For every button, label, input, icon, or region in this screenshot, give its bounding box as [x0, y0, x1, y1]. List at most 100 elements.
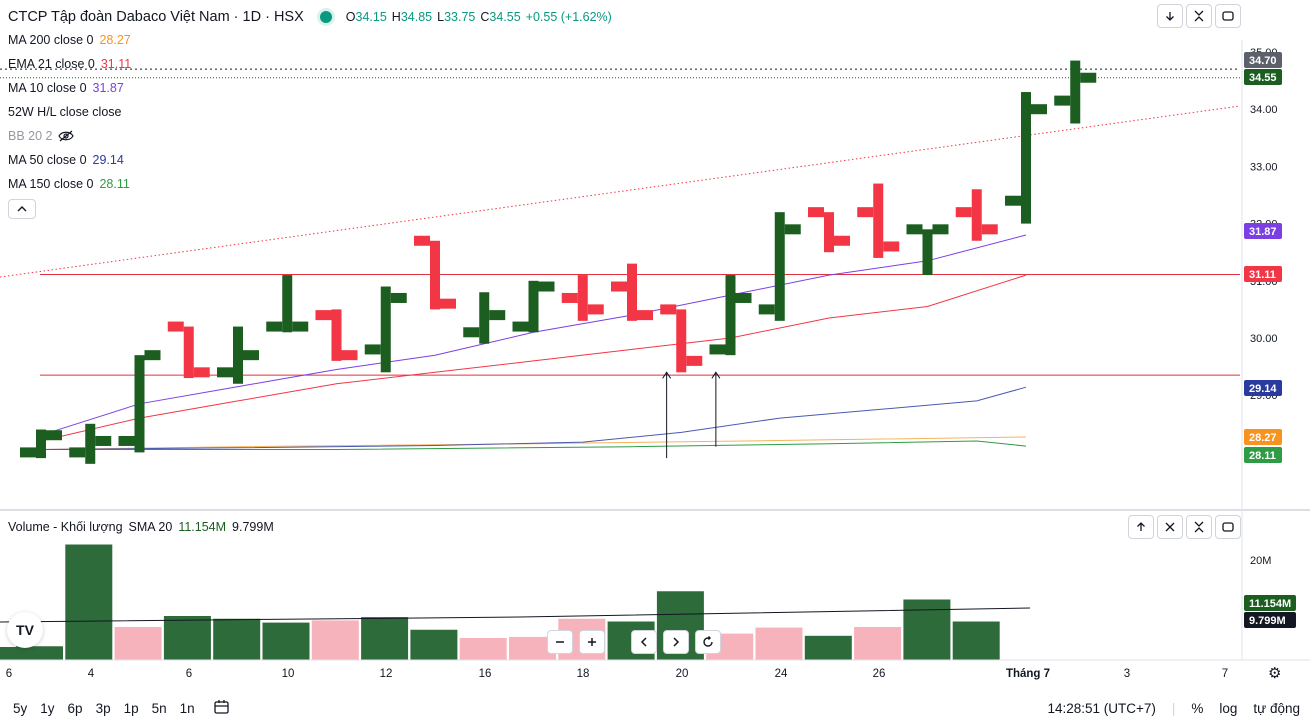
price-tag-label: 28.27 [1249, 432, 1277, 444]
ohlc-bar-close [981, 224, 998, 235]
ohlc-bar-range [577, 275, 588, 321]
annotation-arrow [711, 371, 721, 447]
indicator-52w-hl[interactable]: 52W H/L close close [8, 105, 122, 119]
plus-icon [588, 638, 596, 646]
ohlc-bar [414, 235, 456, 310]
time-tick-label: 6 [6, 668, 12, 680]
ohlc-bar-close [834, 235, 850, 246]
collapse-volume-pane-button[interactable] [1186, 515, 1212, 539]
maximize-volume-pane-button[interactable] [1215, 515, 1241, 539]
move-down-button[interactable] [1157, 4, 1183, 28]
log-scale-toggle[interactable]: log [1219, 700, 1238, 716]
range-1y[interactable]: 1y [40, 700, 55, 716]
ohlc-change: +0.55 (+1.62%) [525, 10, 612, 24]
ohlc-bar-range [183, 326, 194, 379]
time-tick-label: 12 [380, 668, 393, 680]
ohlc-bar-open [364, 344, 381, 355]
ohlc-bar-range [528, 280, 539, 333]
ohlc-bar [315, 309, 358, 361]
ohlc-bar-open [167, 321, 184, 332]
chart-header: CTCP Tập đoàn Dabaco Việt Nam · 1D · HSX… [8, 7, 612, 27]
volume-bar [361, 617, 409, 660]
percent-scale-toggle[interactable]: % [1191, 700, 1204, 716]
scroll-left-button[interactable] [631, 630, 657, 654]
scroll-right-button[interactable] [663, 630, 689, 654]
trend-line [0, 105, 1241, 278]
volume-bar [509, 636, 556, 660]
ohlc-bar-open [217, 367, 233, 378]
volume-tick-label: 20M [1250, 555, 1271, 567]
ohlc-bar [167, 321, 210, 379]
settings-gear-icon[interactable]: ⚙ [1268, 665, 1282, 682]
ohlc-bar-close [538, 281, 555, 292]
collapse-pane-button[interactable] [1186, 4, 1212, 28]
ohlc-bar [512, 280, 555, 333]
minus-icon [556, 641, 564, 643]
volume-bar [262, 622, 310, 660]
indicator-ma50[interactable]: MA 50 close 0 29.14 [8, 153, 124, 167]
calendar-goto-icon[interactable] [213, 698, 231, 719]
time-tick-label: 24 [775, 668, 788, 680]
range-5y[interactable]: 5y [13, 700, 28, 716]
zoom-in-button[interactable] [579, 630, 605, 654]
range-3m[interactable]: 3p [95, 700, 111, 716]
volume-value-2: 9.799M [232, 520, 274, 534]
indicator-value: 28.11 [99, 177, 130, 191]
time-tick-label: 20 [676, 668, 689, 680]
indicator-ema21[interactable]: EMA 21 close 0 31.11 [8, 57, 132, 71]
indicator-value: 29.14 [92, 153, 124, 167]
time-tick-label: 7 [1222, 668, 1228, 680]
ohlc-bar-close [193, 367, 210, 378]
ohlc-bar-range [676, 309, 687, 373]
range-1d[interactable]: 1n [179, 700, 195, 716]
clock-timezone[interactable]: 14:28:51 (UTC+7) [1047, 700, 1156, 716]
indicator-ma150[interactable]: MA 150 close 0 28.11 [8, 177, 130, 191]
volume-legend[interactable]: Volume - Khối lượng SMA 20 11.154M 9.799… [8, 518, 274, 536]
volume-bar [163, 616, 211, 660]
ohlc-bar-range [824, 212, 834, 253]
price-tag-label: 34.70 [1249, 55, 1277, 67]
volume-sma-line [0, 607, 1031, 623]
close-icon [1165, 522, 1175, 532]
range-1m[interactable]: 1p [123, 700, 139, 716]
range-5d[interactable]: 5n [151, 700, 167, 716]
ohlc-bar-range [1070, 60, 1081, 124]
indicator-ma200[interactable]: MA 200 close 0 28.27 [8, 33, 131, 47]
time-tick-label: 16 [479, 668, 492, 680]
eye-hidden-icon[interactable] [58, 130, 75, 142]
zoom-out-button[interactable] [547, 630, 573, 654]
ohlc-open: O34.15 [345, 10, 387, 24]
ohlc-bar-open [20, 447, 36, 458]
price-tag-bg [1244, 380, 1282, 396]
ohlc-bar-range [1021, 92, 1031, 224]
ohlc-bar-close [46, 430, 62, 441]
ohlc-bar-range [922, 229, 933, 276]
auto-scale-toggle[interactable]: tự động [1253, 700, 1300, 716]
ohlc-bar-range [627, 263, 637, 321]
volume-tag: 11.154M [1244, 595, 1296, 611]
tradingview-logo[interactable]: TV [7, 612, 43, 648]
ohlc-bar-open [906, 224, 923, 235]
ohlc-bar-open [69, 447, 86, 458]
ohlc-bar-range [36, 429, 46, 459]
ohlc-bar-close [735, 292, 752, 303]
volume-tag: 9.799M [1244, 612, 1296, 628]
price-tag: 31.11 [1244, 266, 1282, 282]
move-up-button[interactable] [1128, 515, 1154, 539]
maximize-pane-button[interactable] [1215, 4, 1241, 28]
bottom-toolbar: 5y 1y 6p 3p 1p 5n 1n 14:28:51 (UTC+7) | … [0, 693, 1310, 723]
ohlc-close: C34.55 [480, 10, 521, 24]
price-tick-label: 30.00 [1250, 333, 1278, 345]
collapse-legend-button[interactable] [8, 199, 36, 219]
symbol-title[interactable]: CTCP Tập đoàn Dabaco Việt Nam · 1D · HSX [8, 9, 304, 25]
indicator-bb[interactable]: BB 20 2 [8, 127, 75, 145]
reset-chart-button[interactable] [695, 630, 721, 654]
ohlc-bar [1005, 92, 1047, 224]
indicator-ma10[interactable]: MA 10 close 0 31.87 [8, 81, 124, 95]
remove-pane-button[interactable] [1157, 515, 1183, 539]
range-6m[interactable]: 6p [67, 700, 83, 716]
collapse-icon [1194, 10, 1204, 22]
ohlc-bar-open [611, 281, 627, 292]
